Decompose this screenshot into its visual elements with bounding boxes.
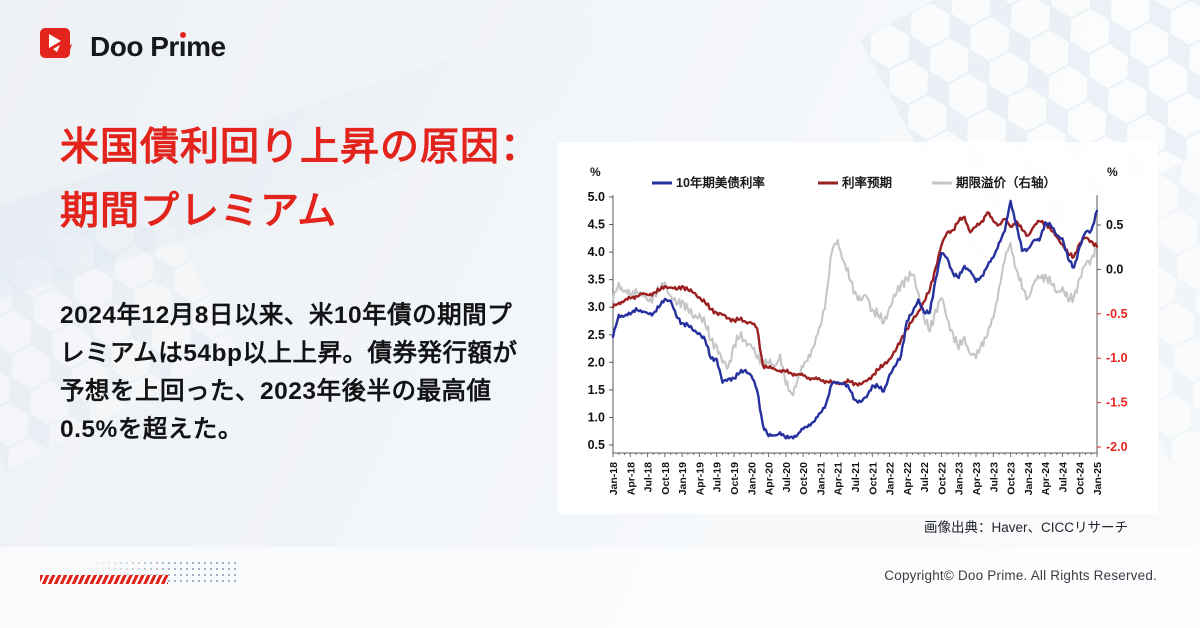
svg-text:%: % — [590, 165, 601, 179]
svg-text:利率预期: 利率预期 — [842, 175, 892, 190]
series-10y-treasury-yield — [611, 199, 1099, 440]
svg-text:Apr-24: Apr-24 — [1040, 462, 1052, 495]
svg-text:4.0: 4.0 — [588, 245, 605, 259]
svg-text:期限溢价（右轴）: 期限溢价（右轴） — [956, 175, 1056, 190]
logo-i-dot — [179, 32, 186, 38]
svg-text:0.0: 0.0 — [1106, 262, 1123, 276]
svg-text:Jul-21: Jul-21 — [850, 462, 862, 493]
page-title: 米国債利回り上昇の原因： 期間プレミアム — [60, 116, 540, 244]
svg-text:Oct-20: Oct-20 — [798, 462, 810, 495]
x-axis: Jan-18 Apr-18 Jul-18 Oct-18 Jan-19 Apr-19 Jul-… — [608, 453, 1104, 495]
svg-text:1.5: 1.5 — [588, 383, 605, 397]
svg-text:Jan-21: Jan-21 — [815, 462, 827, 495]
body-line: 0.5%を超えた。 — [60, 416, 243, 443]
body-line: レミアムは54bp以上上昇。債券発行額が — [60, 340, 518, 367]
svg-text:Jul-24: Jul-24 — [1057, 462, 1069, 493]
svg-text:Jan-19: Jan-19 — [677, 462, 689, 495]
body-paragraph: 2024年12月8日以来、米10年債の期間プ レミアムは54bp以上上昇。債券発… — [60, 297, 517, 449]
svg-text:-1.0: -1.0 — [1106, 351, 1128, 365]
svg-text:2.5: 2.5 — [588, 328, 605, 342]
svg-text:0.5: 0.5 — [1106, 218, 1123, 232]
series-rate-expectations — [611, 211, 1099, 387]
body-line: 予想を上回った、2023年後半の最高値 — [60, 378, 492, 405]
svg-text:0.5: 0.5 — [588, 438, 605, 452]
svg-text:Jan-23: Jan-23 — [954, 462, 966, 495]
svg-text:Jul-18: Jul-18 — [643, 462, 655, 493]
svg-text:10年期美债利率: 10年期美债利率 — [676, 175, 765, 190]
svg-text:Jan-25: Jan-25 — [1092, 462, 1104, 495]
series-term-premium — [611, 239, 1099, 397]
doo-prime-wordmark: Doo Prı me — [90, 31, 226, 62]
svg-text:Jul-20: Jul-20 — [781, 462, 793, 493]
svg-text:1.0: 1.0 — [588, 410, 605, 424]
doo-prime-logo-icon — [40, 28, 78, 66]
svg-text:Oct-21: Oct-21 — [867, 462, 879, 495]
svg-text:Jan-20: Jan-20 — [746, 462, 758, 495]
chart-legend: 10年期美债利率 利率预期 期限溢价（右轴） — [652, 175, 1056, 190]
page-title-line2: 期間プレミアム — [60, 190, 338, 233]
red-stripe-decoration — [40, 575, 168, 584]
svg-text:Apr-22: Apr-22 — [902, 462, 914, 495]
svg-text:Jan-18: Jan-18 — [608, 462, 620, 495]
svg-text:Jan-22: Jan-22 — [885, 462, 897, 495]
svg-text:Jul-23: Jul-23 — [988, 462, 1000, 493]
yield-term-premium-chart: % 5.0 4.5 4.0 3.5 3.0 2.5 2.0 1.5 1.0 0.5% 0.5 0.0 -0… — [588, 165, 1128, 495]
svg-text:Apr-20: Apr-20 — [764, 462, 776, 495]
svg-text:5.0: 5.0 — [588, 190, 605, 204]
svg-text:Apr-18: Apr-18 — [625, 462, 637, 495]
svg-text:-2.0: -2.0 — [1106, 440, 1128, 454]
right-axis: % 0.5 0.0 -0.5 -1.0 -1.5 -2.0 — [1097, 165, 1128, 454]
svg-text:3.5: 3.5 — [588, 273, 605, 287]
svg-text:Oct-19: Oct-19 — [729, 462, 741, 495]
svg-text:%: % — [1107, 165, 1118, 179]
svg-text:Oct-24: Oct-24 — [1075, 462, 1087, 495]
page-title-line1: 米国債利回り上昇の原因： — [60, 126, 541, 169]
svg-text:Oct-18: Oct-18 — [660, 462, 672, 495]
svg-text:2.0: 2.0 — [588, 355, 605, 369]
svg-text:-1.5: -1.5 — [1106, 396, 1128, 410]
svg-text:Oct-23: Oct-23 — [1006, 462, 1018, 495]
svg-text:Apr-19: Apr-19 — [694, 462, 706, 495]
left-axis: % 5.0 4.5 4.0 3.5 3.0 2.5 2.0 1.5 1.0 0.5 — [588, 165, 613, 452]
chart-container: % 5.0 4.5 4.0 3.5 3.0 2.5 2.0 1.5 1.0 0.5% 0.5 0.0 -0… — [560, 148, 1160, 523]
svg-text:3.0: 3.0 — [588, 300, 605, 314]
svg-text:Oct-22: Oct-22 — [936, 462, 948, 495]
body-line: 2024年12月8日以来、米10年債の期間プ — [60, 302, 513, 329]
svg-text:Apr-21: Apr-21 — [833, 462, 845, 495]
svg-text:Jul-19: Jul-19 — [712, 462, 724, 493]
svg-text:-0.5: -0.5 — [1106, 307, 1128, 321]
svg-text:Jul-22: Jul-22 — [919, 462, 931, 493]
svg-text:Apr-23: Apr-23 — [971, 462, 983, 495]
svg-text:4.5: 4.5 — [588, 218, 605, 232]
image-source-caption: 画像出典：Haver、CICCリサーチ — [923, 520, 1128, 535]
copyright-text: Copyright© Doo Prime. All Rights Reserve… — [884, 568, 1157, 583]
svg-text:Jan-24: Jan-24 — [1023, 462, 1035, 495]
doo-prime-logo: Doo Prı me — [40, 28, 226, 66]
